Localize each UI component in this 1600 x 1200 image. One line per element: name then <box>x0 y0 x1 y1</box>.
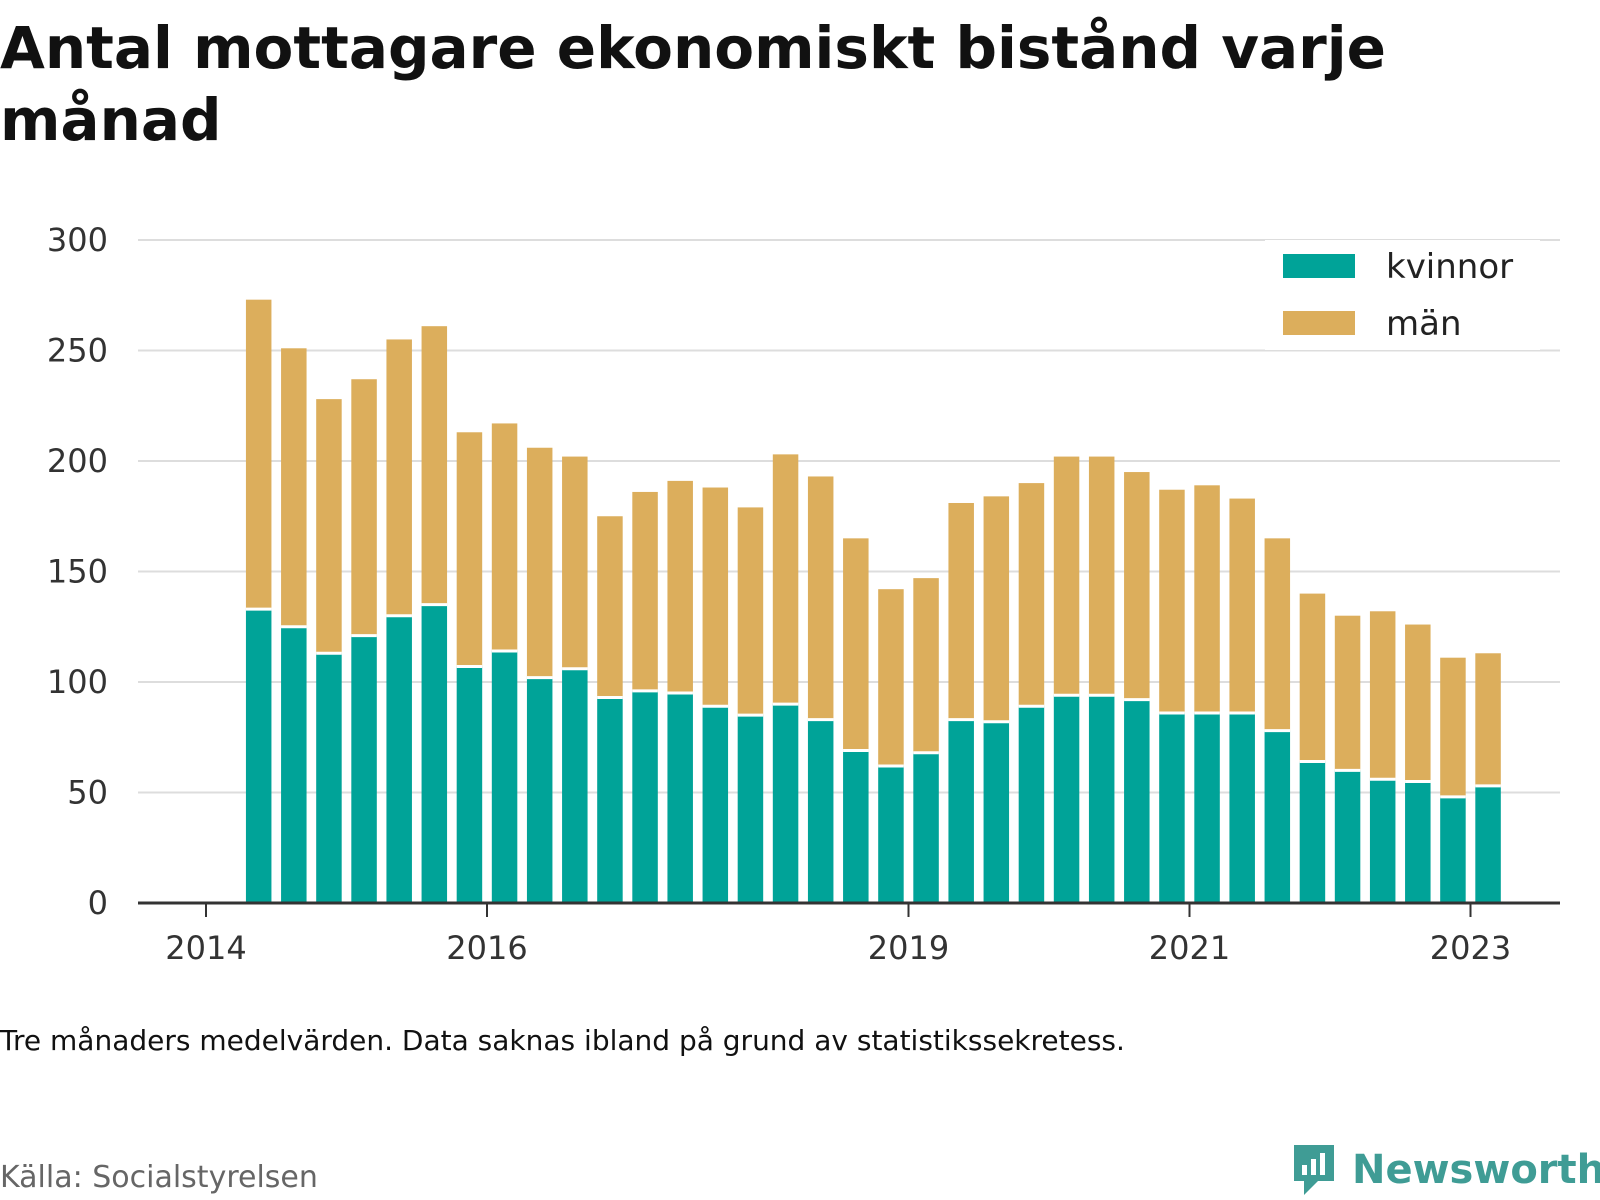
bar-man <box>772 454 799 705</box>
bar-man <box>245 299 272 610</box>
bars <box>245 299 1501 903</box>
bar-man <box>1124 472 1150 700</box>
bar-kvinnor <box>772 704 799 903</box>
x-tick-label: 2021 <box>1149 929 1230 967</box>
bar-kvinnor <box>421 604 448 903</box>
stacked-bar-chart: 0 50 100 150 200 250 300 2014 2016 2019 2021 2023 k… <box>47 221 1560 967</box>
bar-man <box>737 507 764 716</box>
bar-man <box>281 348 307 627</box>
brand-name: Newsworthy <box>1352 1147 1600 1193</box>
bar-man <box>913 578 939 753</box>
bar-man <box>491 423 518 652</box>
y-tick-label: 150 <box>47 553 108 591</box>
newsworthy-logo-icon <box>1294 1145 1334 1195</box>
bar-kvinnor <box>1159 712 1185 903</box>
bar-kvinnor <box>1369 779 1396 903</box>
bar-kvinnor <box>1264 730 1291 903</box>
bar-man <box>1264 538 1291 731</box>
bar-man <box>1018 483 1045 707</box>
bar-man <box>1159 489 1185 713</box>
bar-man <box>702 487 729 707</box>
bar-man <box>948 502 974 720</box>
bar-man <box>386 339 412 616</box>
bar-kvinnor <box>1440 796 1466 903</box>
bar-kvinnor <box>1053 695 1080 903</box>
bar-kvinnor <box>843 750 869 903</box>
bar-kvinnor <box>562 668 588 903</box>
bar-kvinnor <box>1194 712 1220 903</box>
bar-man <box>667 480 693 694</box>
bar-kvinnor <box>913 752 939 903</box>
y-tick-label: 0 <box>88 884 108 922</box>
bar-man <box>421 326 448 605</box>
bar-man <box>351 379 377 636</box>
bar-kvinnor <box>702 706 729 903</box>
legend-swatch-man <box>1283 311 1355 335</box>
bar-kvinnor <box>983 721 1010 903</box>
bar-kvinnor <box>491 651 518 903</box>
bar-man <box>843 538 869 751</box>
bar-kvinnor <box>1088 695 1115 903</box>
bar-kvinnor <box>1299 761 1326 903</box>
bar-kvinnor <box>667 693 693 903</box>
chart-note: Tre månaders medelvärden. Data saknas ib… <box>0 1024 1125 1057</box>
bar-kvinnor <box>1229 712 1255 903</box>
bar-man <box>316 399 342 654</box>
bar-man <box>1299 593 1326 762</box>
source-label: Källa: Socialstyrelsen <box>0 1160 318 1195</box>
bar-man <box>1405 624 1431 782</box>
legend-label-kvinnor: kvinnor <box>1386 247 1513 287</box>
bar-man <box>456 432 483 667</box>
bar-kvinnor <box>597 697 623 903</box>
bar-kvinnor <box>1124 699 1150 903</box>
bar-man <box>1475 653 1501 786</box>
legend: kvinnor män <box>1265 240 1540 350</box>
bar-man <box>562 456 588 669</box>
bar-kvinnor <box>316 653 342 903</box>
bar-kvinnor <box>245 609 272 903</box>
bar-man <box>983 496 1010 722</box>
bar-man <box>526 447 553 678</box>
bar-kvinnor <box>526 677 553 903</box>
y-tick-label: 300 <box>47 221 108 259</box>
y-tick-label: 250 <box>47 332 108 370</box>
bar-kvinnor <box>1475 785 1501 903</box>
bar-kvinnor <box>878 765 904 903</box>
bar-kvinnor <box>456 666 483 903</box>
bar-kvinnor <box>737 715 764 903</box>
newsworthy-logo: Newsworthy <box>1290 1140 1600 1200</box>
x-tick-label: 2023 <box>1430 929 1511 967</box>
chart-title: Antal mottagare ekonomiskt bistånd varje… <box>0 14 1386 154</box>
y-tick-label: 100 <box>47 663 108 701</box>
bar-kvinnor <box>948 719 974 903</box>
legend-swatch-kvinnor <box>1283 254 1355 278</box>
bar-kvinnor <box>281 626 307 903</box>
bar-kvinnor <box>351 635 377 903</box>
x-tick-label: 2019 <box>868 929 949 967</box>
y-tick-label: 50 <box>67 774 108 812</box>
legend-label-man: män <box>1386 304 1462 344</box>
bar-man <box>1229 498 1255 713</box>
x-tick-label: 2014 <box>165 929 246 967</box>
bar-kvinnor <box>1334 770 1361 903</box>
axes: 0 50 100 150 200 250 300 2014 2016 2019 2021 2023 <box>47 221 1560 967</box>
bar-kvinnor <box>1405 781 1431 903</box>
bar-man <box>878 589 904 766</box>
bar-man <box>807 476 834 720</box>
bar-man <box>1053 456 1080 696</box>
bar-kvinnor <box>386 615 412 903</box>
bar-man <box>597 516 623 698</box>
bar-man <box>1334 615 1361 771</box>
bar-man <box>1194 485 1220 713</box>
bar-man <box>1440 657 1466 797</box>
x-tick-label: 2016 <box>446 929 527 967</box>
bar-kvinnor <box>632 690 658 903</box>
bar-kvinnor <box>1018 706 1045 903</box>
bar-man <box>632 491 658 691</box>
bar-kvinnor <box>807 719 834 903</box>
bar-man <box>1369 611 1396 780</box>
bar-man <box>1088 456 1115 696</box>
y-tick-label: 200 <box>47 442 108 480</box>
